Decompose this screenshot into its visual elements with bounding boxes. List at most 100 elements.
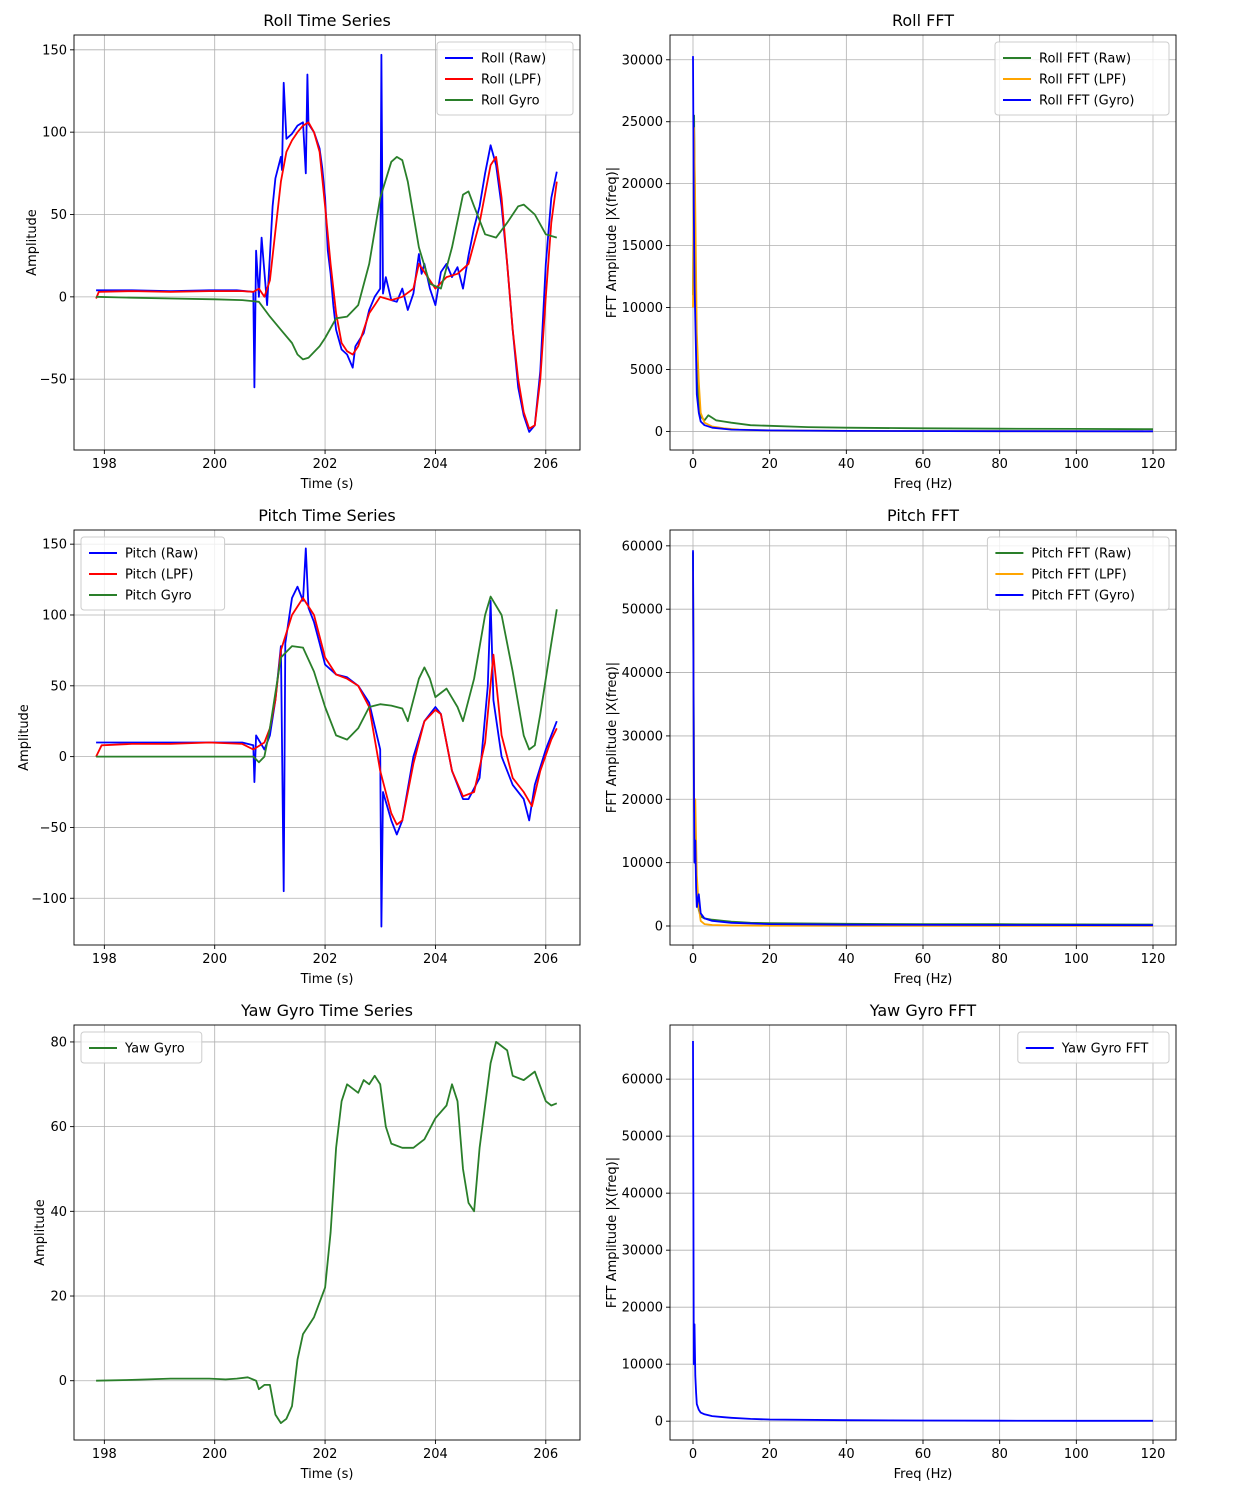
y-tick-label: 60000	[622, 1073, 663, 1088]
x-tick-label: 80	[991, 1447, 1008, 1462]
x-tick-label: 40	[838, 1447, 855, 1462]
y-tick-label: 0	[655, 1415, 663, 1430]
x-tick-label: 206	[533, 457, 558, 472]
legend-box	[986, 536, 1170, 611]
x-axis-label: Time (s)	[300, 477, 354, 492]
x-tick-label: 0	[689, 1447, 697, 1462]
legend-label: Pitch Gyro	[125, 589, 192, 604]
x-tick-label: 200	[202, 952, 227, 967]
x-tick-label: 204	[423, 457, 448, 472]
y-tick-label: 20	[50, 1290, 67, 1305]
x-axis-label: Freq (Hz)	[894, 972, 953, 987]
legend: Pitch FFT (Raw) Pitch FFT (LPF) Pitch FFT …	[986, 536, 1170, 611]
y-tick-label: 25000	[622, 115, 663, 130]
x-tick-label: 80	[991, 952, 1008, 967]
y-tick-label: 50000	[622, 1130, 663, 1145]
x-tick-label: 120	[1141, 952, 1166, 967]
x-tick-label: 20	[761, 457, 778, 472]
legend-box	[80, 536, 226, 611]
x-tick-label: 120	[1141, 1447, 1166, 1462]
chart-roll_fft: 0 20 40 60 80 100 120 0 5000 10000 15000 20000 25000…	[605, 11, 1177, 492]
legend-label: Roll FFT (Gyro)	[1039, 94, 1134, 109]
x-tick-label: 120	[1141, 457, 1166, 472]
axes-frame	[73, 529, 581, 946]
y-tick-label: −100	[31, 892, 67, 907]
x-tick-label: 0	[689, 457, 697, 472]
y-tick-label: 50	[50, 208, 67, 223]
y-tick-label: −50	[40, 373, 67, 388]
series-line	[95, 597, 558, 826]
x-tick-label: 80	[991, 457, 1008, 472]
legend-box	[436, 41, 574, 116]
legend-box	[1017, 1031, 1170, 1064]
legend-label: Roll FFT (LPF)	[1039, 73, 1126, 88]
y-tick-label: 60000	[622, 539, 663, 554]
series-line	[95, 121, 558, 430]
x-tick-label: 100	[1064, 457, 1089, 472]
y-axis-label: FFT Amplitude |X(freq)|	[605, 662, 620, 813]
x-tick-label: 202	[313, 1447, 338, 1462]
y-tick-label: 40000	[622, 1187, 663, 1202]
chart-yaw_ts: 198 200 202 204 206 0 20 40 60 80 Yaw Gyro Time Se…	[33, 1001, 581, 1482]
x-tick-label: 204	[423, 952, 448, 967]
legend-label: Pitch FFT (Raw)	[1031, 547, 1131, 562]
legend-label: Pitch (Raw)	[125, 547, 198, 562]
x-tick-label: 198	[92, 952, 117, 967]
y-tick-label: 20000	[622, 793, 663, 808]
x-axis-label: Freq (Hz)	[894, 1467, 953, 1482]
series-line	[692, 56, 1154, 433]
y-tick-label: 0	[59, 750, 67, 765]
legend-label: Yaw Gyro	[124, 1042, 185, 1057]
x-axis-label: Time (s)	[300, 972, 354, 987]
y-tick-label: 50	[50, 679, 67, 694]
x-tick-label: 100	[1064, 952, 1089, 967]
y-tick-label: 30000	[622, 729, 663, 744]
x-tick-label: 40	[838, 457, 855, 472]
y-tick-label: 100	[42, 126, 67, 141]
x-tick-label: 206	[533, 1447, 558, 1462]
legend: Roll FFT (Raw) Roll FFT (LPF) Roll FFT (Gy…	[994, 41, 1170, 116]
y-tick-label: 30000	[622, 53, 663, 68]
y-tick-label: −50	[40, 821, 67, 836]
x-tick-label: 198	[92, 1447, 117, 1462]
y-tick-label: 50000	[622, 603, 663, 618]
y-tick-label: 10000	[622, 1358, 663, 1373]
x-tick-label: 200	[202, 457, 227, 472]
plot-area	[74, 1025, 580, 1440]
chart-title: Yaw Gyro Time Series	[240, 1001, 413, 1020]
chart-pitch_ts: 198 200 202 204 206 −100 −50 0 50 100 150 Pitch Tim…	[17, 506, 581, 987]
chart-title: Pitch FFT	[887, 506, 959, 525]
series-line	[96, 547, 558, 928]
x-tick-label: 40	[838, 952, 855, 967]
y-tick-label: 10000	[622, 856, 663, 871]
axes-frame	[73, 1024, 581, 1441]
x-tick-label: 60	[915, 457, 932, 472]
legend-box	[994, 41, 1170, 116]
y-tick-label: 100	[42, 608, 67, 623]
x-axis-label: Freq (Hz)	[894, 477, 953, 492]
chart-roll_ts: 198 200 202 204 206 −50 0 50 100 150 Roll Time Ser…	[25, 11, 581, 492]
chart-title: Roll FFT	[892, 11, 954, 30]
series-line	[96, 1041, 558, 1424]
series-line	[96, 595, 558, 764]
x-tick-label: 100	[1064, 1447, 1089, 1462]
y-tick-label: 60	[50, 1120, 67, 1135]
series-line	[692, 550, 1154, 927]
y-axis-label: FFT Amplitude |X(freq)|	[605, 167, 620, 318]
y-tick-label: 0	[655, 919, 663, 934]
y-tick-label: 0	[59, 290, 67, 305]
x-tick-label: 202	[313, 952, 338, 967]
legend-label: Yaw Gyro FFT	[1061, 1042, 1149, 1057]
y-tick-label: 150	[42, 538, 67, 553]
x-tick-label: 198	[92, 457, 117, 472]
legend: Yaw Gyro FFT	[1017, 1031, 1170, 1064]
y-axis-label: Amplitude	[33, 1199, 48, 1266]
series-line	[96, 156, 558, 361]
legend: Yaw Gyro	[80, 1031, 203, 1064]
legend: Pitch (Raw) Pitch (LPF) Pitch Gyro	[80, 536, 226, 611]
chart-yaw_fft: 0 20 40 60 80 100 120 0 10000 20000 30000 40000 5000…	[605, 1001, 1177, 1482]
legend-label: Roll (LPF)	[481, 73, 541, 88]
legend-label: Pitch (LPF)	[125, 568, 194, 583]
x-tick-label: 204	[423, 1447, 448, 1462]
y-tick-label: 15000	[622, 239, 663, 254]
